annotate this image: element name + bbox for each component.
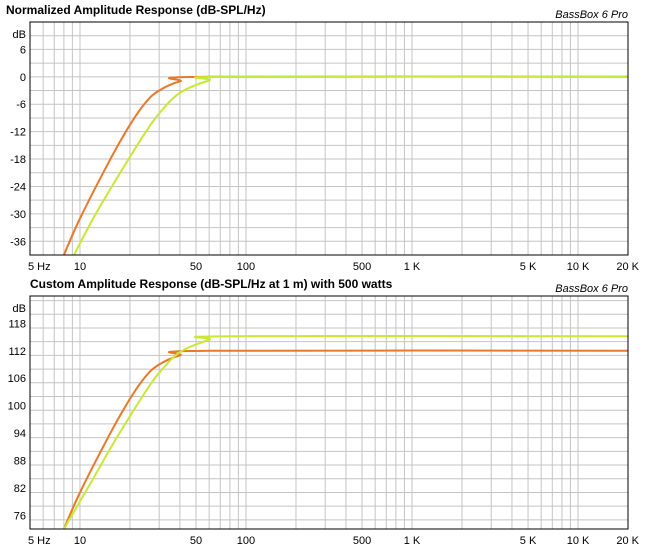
x-tick-label: 100 <box>237 261 255 273</box>
y-axis-label: dB <box>13 303 26 315</box>
x-tick-label: 1 K <box>404 535 421 547</box>
x-tick-label: 20 K <box>616 261 639 273</box>
x-tick-label: 50 <box>190 261 202 273</box>
y-tick-label: 118 <box>8 318 26 330</box>
normalized-response-chart: Normalized Amplitude Response (dB-SPL/Hz… <box>6 3 640 273</box>
x-tick-label: 10 <box>74 261 86 273</box>
x-tick-label: 20 K <box>616 535 639 547</box>
x-tick-label: 10 K <box>567 535 590 547</box>
x-tick-label: 5 K <box>520 261 537 273</box>
brand-label: BassBox 6 Pro <box>555 9 628 21</box>
x-tick-label: 5 Hz <box>28 261 51 273</box>
y-tick-label: -36 <box>10 236 26 248</box>
y-tick-label: 94 <box>14 428 26 440</box>
plot-area <box>30 22 628 255</box>
y-tick-label: -24 <box>10 181 26 193</box>
x-tick-label: 1 K <box>404 261 421 273</box>
y-tick-label: 100 <box>8 401 26 413</box>
series-line <box>63 334 629 530</box>
y-tick-label: 112 <box>8 346 26 358</box>
x-tick-label: 500 <box>353 535 371 547</box>
x-tick-label: 5 K <box>520 535 537 547</box>
y-tick-label: -12 <box>10 127 26 139</box>
y-tick-label: 88 <box>14 455 26 467</box>
y-tick-label: 82 <box>14 483 26 495</box>
y-tick-label: 76 <box>14 510 26 522</box>
y-tick-label: -30 <box>10 209 26 221</box>
y-tick-label: -6 <box>16 99 26 111</box>
chart-title: Normalized Amplitude Response (dB-SPL/Hz… <box>6 3 266 17</box>
y-tick-label: 0 <box>20 72 26 84</box>
y-tick-label: 106 <box>8 373 26 385</box>
y-axis-label: dB <box>13 29 26 41</box>
series-line <box>73 75 629 256</box>
plot-frame <box>29 21 629 256</box>
brand-label: BassBox 6 Pro <box>555 283 628 295</box>
chart-title: Custom Amplitude Response (dB-SPL/Hz at … <box>30 277 393 291</box>
x-tick-label: 50 <box>190 535 202 547</box>
grid <box>29 296 629 529</box>
x-tick-label: 100 <box>237 535 255 547</box>
custom-response-chart: Custom Amplitude Response (dB-SPL/Hz at … <box>8 277 640 547</box>
y-tick-label: 6 <box>20 44 26 56</box>
x-tick-label: 5 Hz <box>28 535 51 547</box>
x-tick-label: 10 K <box>567 261 590 273</box>
plot-frame <box>29 295 629 530</box>
x-tick-label: 10 <box>74 535 86 547</box>
series-line <box>62 349 629 530</box>
y-tick-label: -18 <box>10 154 26 166</box>
plot-area <box>30 296 628 529</box>
x-tick-label: 500 <box>353 261 371 273</box>
